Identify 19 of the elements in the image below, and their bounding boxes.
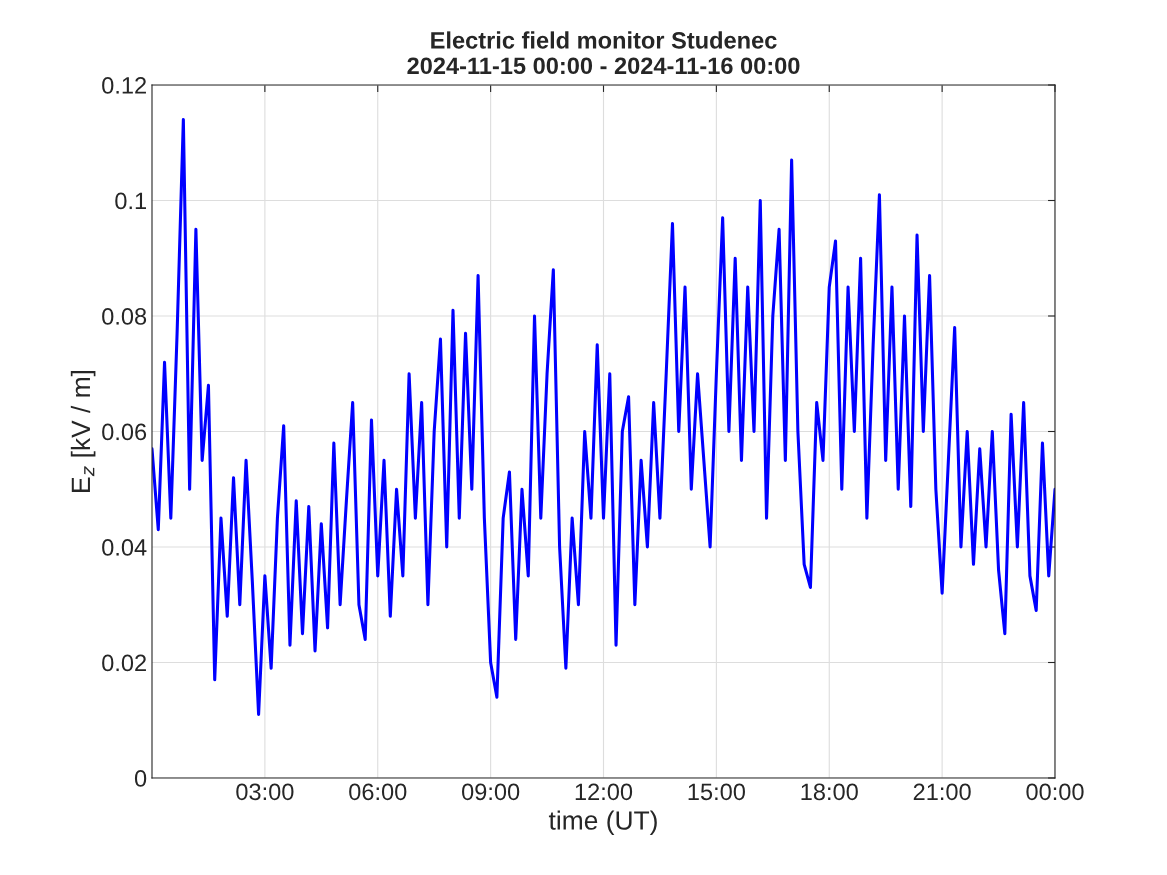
x-tick-label: 12:00 xyxy=(575,783,633,801)
y-tick-label: 0.06 xyxy=(102,423,147,441)
y-tick-label: 0.1 xyxy=(115,192,146,210)
x-tick-label: 21:00 xyxy=(913,783,971,801)
x-tick-label: 18:00 xyxy=(801,783,858,801)
x-tick-label: 09:00 xyxy=(462,783,520,801)
x-axis-title: time (UT) xyxy=(548,810,657,836)
y-tick-label: 0.04 xyxy=(102,539,147,556)
y-axis-title: E$_{z}$ [kV / m] xyxy=(70,370,96,492)
chart-title: Electric field monitor Studenec 2024-11-15 00:00 - 2024-11-16 00:00 xyxy=(407,31,800,75)
x-tick-label: 03:00 xyxy=(236,783,294,801)
x-tick-label: 00:00 xyxy=(1026,783,1084,801)
y-tick-label: 0 xyxy=(134,770,147,787)
y-tick-label: 0.08 xyxy=(102,308,147,325)
x-tick-label: 06:00 xyxy=(349,783,407,801)
y-tick-label: 0.12 xyxy=(102,77,146,94)
y-tick-label: 0.02 xyxy=(102,654,146,672)
line-series xyxy=(152,118,1055,717)
x-tick-label: 15:00 xyxy=(688,783,745,801)
